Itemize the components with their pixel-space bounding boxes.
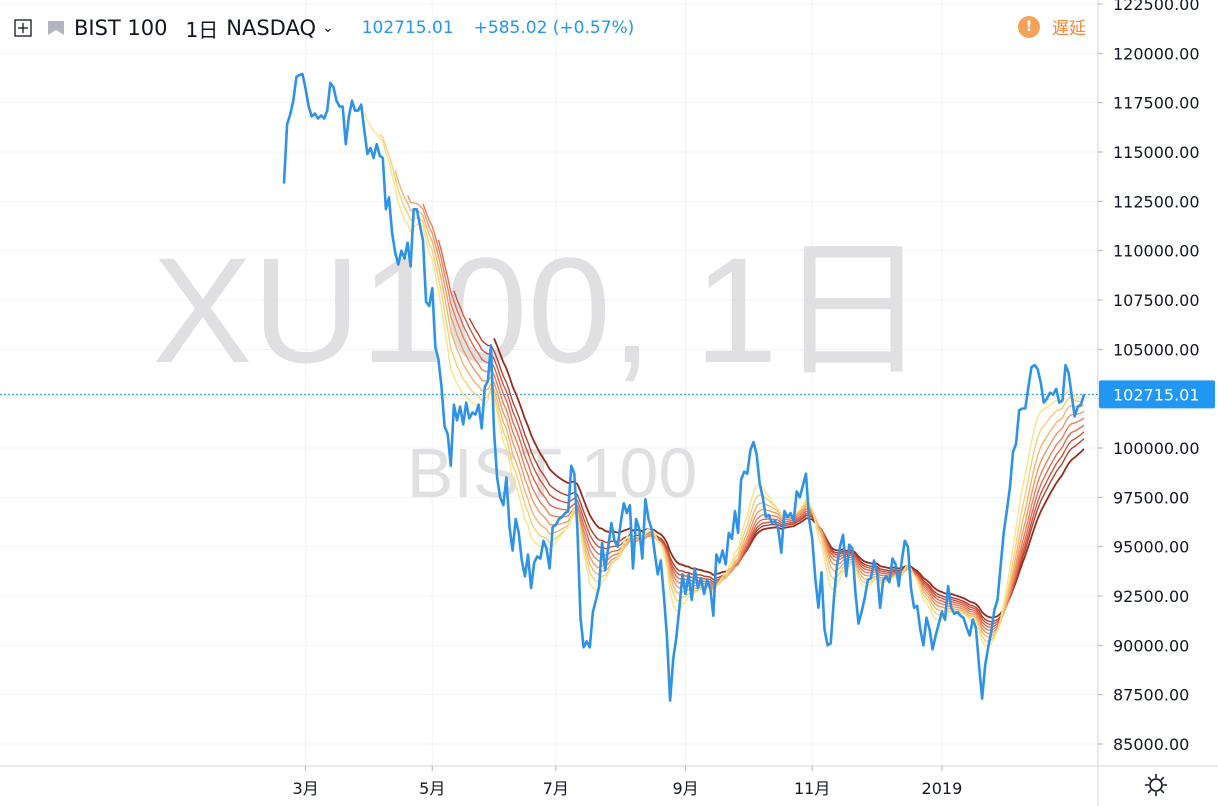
legend-change: +585.02 (+0.57%) [473, 18, 635, 38]
delayed-label: 遅延 [1052, 19, 1086, 39]
price-tick-label: 90000.00 [1113, 636, 1189, 655]
time-tick-label: 9月 [672, 779, 698, 798]
chart-watermark: XU100, 1日 BIST 100 [152, 226, 927, 512]
price-tick-label: 112500.00 [1113, 192, 1200, 211]
price-tick-label: 107500.00 [1113, 291, 1200, 310]
ma-line-13 [379, 133, 1085, 643]
gear-icon[interactable] [1144, 773, 1168, 797]
interval-label[interactable]: 1日 [185, 17, 219, 42]
ma-line-22 [422, 203, 1085, 631]
price-tick-label: 122500.00 [1113, 0, 1200, 14]
symbol-name[interactable]: BIST 100 [74, 16, 168, 40]
symbol-flag-icon[interactable] [46, 19, 66, 37]
chevron-down-icon[interactable]: ⌄ [321, 20, 334, 36]
time-tick-label: 5月 [419, 779, 445, 798]
collapse-legend-icon[interactable] [14, 19, 32, 37]
last-price-label: 102715.01 [1113, 385, 1200, 404]
time-tick-label: 3月 [293, 779, 319, 798]
price-tick-label: 105000.00 [1113, 340, 1200, 359]
time-tick-label: 2019 [922, 779, 963, 798]
time-axis[interactable]: 3月 5月 7月 9月 11月 2019 [0, 765, 1218, 798]
price-tick-label: 100000.00 [1113, 439, 1200, 458]
delayed-status[interactable]: ! 遅延 [1018, 14, 1086, 39]
price-tick-label: 117500.00 [1113, 94, 1200, 113]
price-tick-label: 97500.00 [1113, 488, 1189, 507]
chart-grid [0, 0, 1098, 766]
ma-line-28 [453, 290, 1085, 626]
ma-line-36 [493, 337, 1085, 619]
watermark-subtitle: BIST 100 [407, 434, 698, 512]
ma-line-19 [406, 194, 1085, 635]
price-tick-label: 120000.00 [1113, 44, 1200, 63]
legend-price: 102715.01 [361, 18, 454, 38]
warning-icon: ! [1018, 15, 1040, 38]
price-tick-label: 87500.00 [1113, 686, 1189, 705]
last-price-badge-bg [1099, 380, 1215, 409]
price-tick-label: 92500.00 [1113, 587, 1189, 606]
price-tick-label: 115000.00 [1113, 143, 1200, 162]
price-tick-label: 95000.00 [1113, 538, 1189, 557]
last-price-badge: 102715.01 [1099, 380, 1215, 409]
price-tick-label: 110000.00 [1113, 242, 1200, 261]
ma-line-25 [437, 239, 1085, 628]
price-series [282, 72, 1086, 702]
exchange-label[interactable]: NASDAQ [226, 16, 316, 40]
time-tick-label: 7月 [543, 779, 569, 798]
ma-line-16 [394, 170, 1085, 638]
time-tick-label: 11月 [794, 779, 830, 798]
price-tick-label: 85000.00 [1113, 735, 1189, 754]
price-line [282, 72, 1086, 702]
symbol-legend: BIST 100 1日 NASDAQ ⌄ 102715.01 +585.02 (… [14, 13, 634, 43]
watermark-title: XU100, 1日 [152, 226, 927, 394]
